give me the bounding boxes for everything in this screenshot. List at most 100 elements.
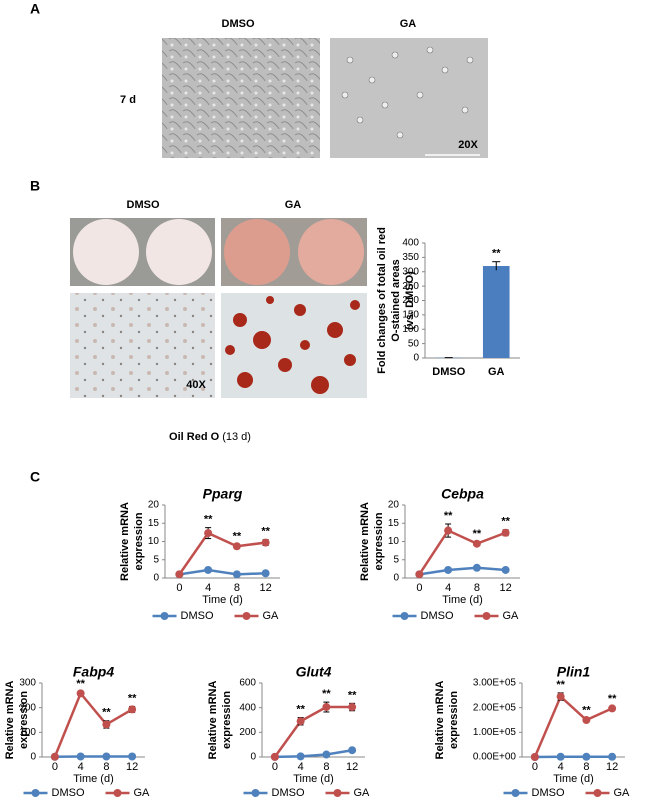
x-tick-label: 0 (176, 582, 182, 594)
panel-letter: C (30, 469, 40, 485)
legend-label: DMSO (181, 610, 214, 622)
point (204, 565, 213, 574)
significance: ** (473, 528, 482, 540)
point (76, 752, 85, 761)
point (261, 569, 270, 578)
x-tick-label: 8 (583, 761, 589, 773)
legend-label: GA (263, 610, 280, 622)
legend-label: GA (354, 787, 371, 799)
point (128, 705, 137, 714)
image-label: GA (400, 18, 417, 30)
y-axis-label: (vs. DMSO) (404, 271, 416, 330)
chart-title: Plin1 (557, 664, 591, 680)
significance: ** (492, 248, 501, 260)
y-tick-label: 0 (393, 573, 399, 584)
chart-title: Cebpa (441, 486, 484, 502)
point (232, 570, 241, 579)
point (472, 539, 481, 548)
legend-marker (400, 612, 409, 620)
legend-marker (31, 789, 40, 797)
series-line (53, 690, 133, 758)
point (322, 750, 331, 759)
y-axis-label: expression (448, 691, 460, 749)
legend-marker (242, 612, 251, 620)
y-axis-label: Relative mRNA (359, 502, 371, 581)
chart-title: Pparg (203, 486, 243, 502)
point (102, 720, 111, 729)
point (608, 752, 617, 761)
y-axis-label: Fold changes of total oil red (376, 227, 388, 374)
point (76, 689, 85, 698)
legend-marker (113, 789, 122, 797)
y-axis-label: Relative mRNA (4, 681, 16, 760)
point (582, 716, 591, 724)
legend-label: DMSO (532, 787, 565, 799)
legend-marker (251, 789, 260, 797)
x-tick-label: 0 (416, 582, 422, 594)
y-tick-label: 10 (148, 536, 160, 547)
significance: ** (582, 705, 591, 717)
point (444, 565, 453, 574)
y-tick-label: 300 (402, 266, 419, 277)
y-tick-label: 2.00E+05 (473, 702, 517, 713)
y-tick-label: 3.00E+05 (473, 678, 517, 689)
row-label: 7 d (120, 94, 136, 106)
plate-well (146, 219, 212, 285)
point (582, 752, 591, 761)
point (261, 538, 270, 547)
plate-well (73, 219, 139, 285)
micrograph (330, 38, 488, 158)
legend-marker (160, 612, 169, 620)
legend-label: GA (503, 610, 520, 622)
y-axis-label: O-stained areas (390, 259, 402, 342)
legend-marker (482, 612, 491, 620)
legend-label: DMSO (421, 610, 454, 622)
y-tick-label: 200 (402, 295, 419, 306)
point (608, 704, 617, 713)
image-label: DMSO (222, 18, 255, 30)
point (175, 570, 184, 579)
significance: ** (204, 514, 213, 526)
series-line (273, 705, 353, 758)
x-tick-label: 12 (260, 582, 272, 594)
y-tick-label: 300 (19, 678, 36, 689)
bar (482, 266, 510, 358)
point (501, 565, 510, 574)
x-tick-label: 12 (346, 761, 358, 773)
series-line (179, 568, 266, 576)
magnification: 20X (458, 139, 478, 151)
stain-time: (13 d) (222, 431, 251, 443)
y-tick-label: 400 (402, 238, 419, 249)
y-axis-label: expression (133, 512, 145, 570)
point (501, 528, 510, 537)
significance: ** (128, 692, 137, 704)
y-tick-label: 0 (413, 353, 419, 364)
y-tick-label: 100 (402, 324, 419, 335)
y-axis-label: Relative mRNA (434, 681, 446, 760)
point (348, 703, 357, 712)
x-tick-label: 8 (474, 582, 480, 594)
y-tick-label: 200 (19, 702, 36, 713)
x-tick-label: 0 (272, 761, 278, 773)
y-tick-label: 20 (148, 500, 160, 511)
y-tick-label: 200 (239, 727, 256, 738)
x-tick-label: 8 (103, 761, 109, 773)
legend-marker (593, 789, 602, 797)
x-axis-label: Time (d) (73, 773, 114, 785)
y-tick-label: 5 (393, 554, 399, 565)
y-tick-label: 0 (30, 752, 36, 763)
micrograph (70, 293, 215, 398)
point (128, 752, 137, 761)
y-tick-label: 600 (239, 678, 256, 689)
legend-marker (333, 789, 342, 797)
y-axis-label: Relative mRNA (207, 681, 219, 760)
point (232, 542, 241, 551)
point (444, 526, 453, 535)
significance: ** (348, 689, 357, 701)
x-tick-label: 4 (78, 761, 84, 773)
plate-well (298, 219, 364, 285)
plate-well (224, 219, 290, 285)
point (296, 752, 305, 761)
panel-letter: B (30, 178, 40, 194)
significance: ** (102, 707, 111, 719)
